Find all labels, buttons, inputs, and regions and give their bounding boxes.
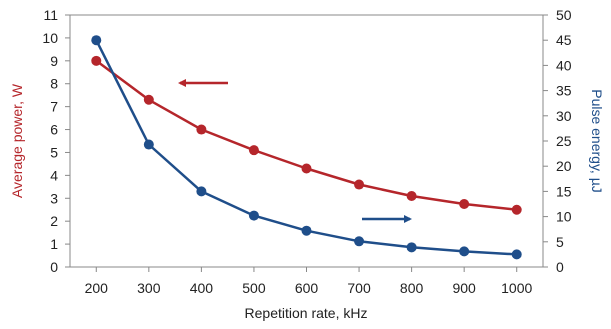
right-y-tick-label: 0 <box>556 259 564 275</box>
left-y-tick-label: 0 <box>50 259 58 275</box>
average-power-point <box>143 94 154 105</box>
x-axis-title: Repetition rate, kHz <box>245 305 368 321</box>
right-y-tick-label: 35 <box>556 83 572 99</box>
left-y-tick-label: 5 <box>50 144 58 160</box>
pulse-energy-point <box>511 249 522 260</box>
average-power-point <box>511 204 522 215</box>
pulse-energy-line <box>95 39 517 256</box>
x-tick-label: 800 <box>400 280 424 296</box>
x-tick-label: 500 <box>242 280 266 296</box>
left-y-axis-title: Average power, W <box>9 83 25 198</box>
left-y-tick-label: 8 <box>50 76 58 92</box>
pulse-energy-point <box>248 210 259 221</box>
left-y-tick-label: 7 <box>50 99 58 115</box>
pulse-energy-point <box>301 225 312 236</box>
pulse-energy-point <box>459 246 470 257</box>
average-power-point <box>406 190 417 201</box>
right-y-axis: 0 5 10 15 20 25 30 35 40 45 50 <box>543 7 572 275</box>
left-y-tick-label: 6 <box>50 122 58 138</box>
pulse-energy-point <box>406 242 417 253</box>
right-y-tick-label: 25 <box>556 133 572 149</box>
right-y-tick-label: 10 <box>556 209 572 225</box>
pulse-energy-point <box>91 35 102 46</box>
left-y-tick-label: 10 <box>42 30 58 46</box>
x-tick-label: 200 <box>85 280 109 296</box>
average-power-point <box>354 179 365 190</box>
x-tick-label: 600 <box>295 280 319 296</box>
right-y-tick-label: 45 <box>556 32 572 48</box>
right-y-axis-title: Pulse energy, µJ <box>589 89 605 193</box>
left-y-tick-label: 2 <box>50 213 58 229</box>
average-power-point <box>91 55 102 66</box>
average-power-line <box>95 59 517 211</box>
left-y-tick-label: 11 <box>43 7 58 23</box>
right-y-tick-label: 40 <box>556 57 572 73</box>
average-power-point <box>301 163 312 174</box>
right-y-tick-label: 5 <box>556 234 564 250</box>
x-tick-label: 1000 <box>501 280 532 296</box>
left-y-tick-label: 9 <box>50 53 58 69</box>
x-tick-label: 300 <box>137 280 161 296</box>
average-power-point <box>248 145 259 156</box>
right-y-tick-label: 15 <box>556 183 572 199</box>
left-y-tick-label: 3 <box>50 190 58 206</box>
average-power-point <box>196 124 207 135</box>
x-axis: 200 300 400 500 600 700 800 900 1000 <box>85 267 533 296</box>
left-y-tick-label: 1 <box>50 236 58 252</box>
right-y-tick-label: 50 <box>556 7 572 23</box>
x-tick-label: 400 <box>190 280 214 296</box>
pulse-energy-point <box>354 236 365 247</box>
left-y-tick-label: 4 <box>50 167 58 183</box>
average-power-point <box>459 199 470 209</box>
x-tick-label: 900 <box>452 280 476 296</box>
right-y-tick-label: 20 <box>556 158 572 174</box>
pulse-energy-point <box>196 186 207 197</box>
left-y-axis: 0 1 2 3 4 5 6 7 8 9 10 11 <box>42 7 70 275</box>
series-layer <box>91 35 522 260</box>
right-y-tick-label: 30 <box>556 108 572 124</box>
x-tick-label: 700 <box>347 280 371 296</box>
pulse-energy-point <box>143 139 154 150</box>
